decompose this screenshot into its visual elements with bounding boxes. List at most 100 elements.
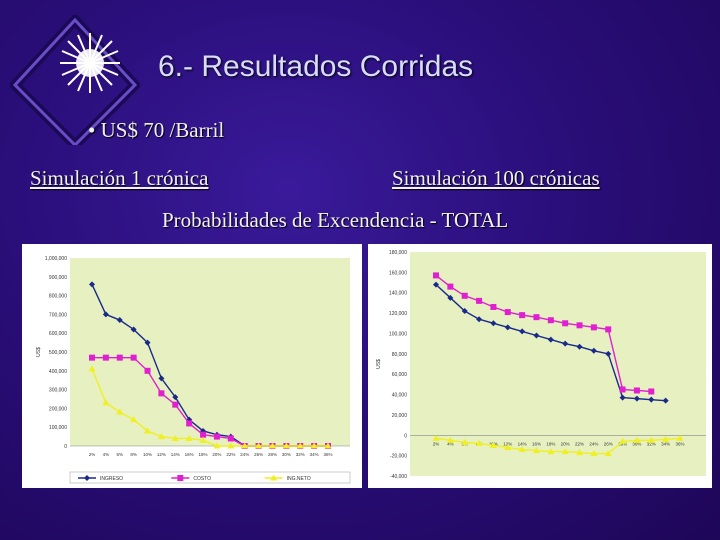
chart-1-legend-label: ING.NETO — [287, 476, 311, 482]
chart-2-data-point — [446, 436, 454, 443]
chart-1-data-point — [296, 442, 304, 449]
chart-1-data-point — [241, 442, 249, 449]
chart-1-data-point — [186, 420, 193, 427]
chart-1-legend-marker — [177, 475, 184, 481]
chart-1-data-point — [200, 427, 207, 434]
subtitle-simulation-1: Simulación 1 crónica — [30, 166, 209, 190]
chart-1-xtick-label: 24% — [240, 452, 249, 457]
chart-1-ytick-label: 300,000 — [49, 388, 67, 394]
chart-2-xtick-label: 18% — [546, 441, 555, 446]
chart-1-data-point — [130, 354, 137, 361]
bullet-price: • US$ 70 /Barril — [88, 118, 225, 142]
chart-1-data-point — [213, 442, 221, 449]
chart-2-ytick-label: 160,000 — [389, 270, 407, 276]
chart-2-data-point — [561, 448, 569, 455]
chart-1-data-point — [89, 281, 95, 288]
chart-2-data-point — [648, 388, 655, 395]
chart-2-data-point — [504, 443, 512, 450]
chart-1-data-point — [102, 399, 110, 406]
chart-1-series-line-ingneto — [91, 368, 328, 447]
slide-title: 6.- Resultados Corridas — [158, 50, 474, 83]
chart-1-xtick-label: 22% — [226, 452, 235, 457]
chart-1-data-point — [324, 442, 332, 449]
chart-2-data-point — [490, 320, 497, 327]
chart-1-ytick-label: 400,000 — [49, 369, 67, 375]
chart-1-xtick-label: 28% — [268, 452, 277, 457]
chart-2-data-point — [562, 340, 569, 347]
chart-2-data-point — [461, 438, 469, 445]
chart-2-data-point — [604, 450, 612, 457]
chart-2-data-point — [533, 332, 540, 339]
chart-1-ytick-label: 500,000 — [49, 350, 67, 356]
chart-2-data-point — [432, 434, 440, 441]
chart-2-xtick-label: 16% — [532, 441, 541, 446]
chart-2-data-point — [547, 448, 555, 455]
chart-simulation-100: 180,000 160,000 140,000 120,000 100,000 80,00… — [368, 244, 712, 488]
chart-1-data-point — [157, 433, 165, 440]
chart-1-xtick-label: 4% — [103, 452, 110, 457]
chart-2-data-point — [504, 324, 511, 331]
chart-1-data-point — [116, 317, 123, 324]
chart-1-data-point — [213, 433, 220, 440]
chart-1-legend-marker — [84, 475, 90, 481]
chart-1-data-point — [116, 354, 123, 361]
chart-2-data-point — [518, 446, 526, 453]
chart-2-data-point — [619, 437, 627, 444]
chart-2-data-point — [647, 436, 655, 443]
chart-2-data-point — [447, 294, 454, 301]
chart-2-ytick-label: 40,000 — [392, 393, 408, 399]
chart-1-ytick-label: 800,000 — [49, 294, 67, 300]
chart-1-ytick-label: 600,000 — [49, 331, 67, 337]
chart-2-data-point — [662, 397, 669, 404]
chart-2-data-point — [576, 322, 583, 329]
chart-2-ytick-label: 0 — [404, 433, 407, 439]
chart-1-xtick-label: 26% — [254, 452, 263, 457]
chart-2-data-point — [562, 320, 569, 327]
chart-1-data-point — [227, 435, 234, 442]
chart-2-data-point — [605, 350, 612, 357]
chart-1-data-point — [144, 427, 152, 434]
chart-1-xtick-label: 36% — [323, 452, 332, 457]
chart-2-xtick-label: 26% — [604, 441, 613, 446]
chart-1-data-point — [130, 326, 137, 333]
chart-2-data-point — [489, 441, 497, 448]
chart-2-data-point — [547, 317, 554, 324]
chart-2-xtick-label: 4% — [447, 441, 454, 446]
chart-2-xtick-label: 32% — [647, 441, 656, 446]
chart-1-legend-label: INGRESO — [100, 476, 123, 482]
chart-2-data-point — [633, 395, 640, 402]
chart-2-xtick-label: 34% — [661, 441, 670, 446]
chart-1-ytick-label: 200,000 — [49, 406, 67, 412]
chart-1-xtick-label: 32% — [296, 452, 305, 457]
caption-exceedance: Probabilidades de Excendencia - TOTAL — [162, 208, 509, 232]
chart-1-ytick-label: 100,000 — [49, 425, 67, 431]
chart-1-data-point — [282, 442, 290, 449]
chart-2-ytick-label: 80,000 — [392, 352, 408, 358]
chart-1-xtick-label: 20% — [212, 452, 221, 457]
chart-1-data-point — [102, 311, 109, 318]
chart-1-data-point — [185, 434, 193, 441]
chart-1-legend-marker — [270, 474, 278, 481]
subtitle-simulation-100: Simulación 100 crónicas — [392, 166, 600, 190]
chart-2-data-point — [433, 272, 439, 279]
chart-1-data-point — [158, 375, 165, 382]
chart-2-data-point — [662, 435, 670, 442]
chart-2-xtick-label: 12% — [503, 441, 512, 446]
chart-2-xtick-label: 30% — [632, 441, 641, 446]
chart-2-xtick-label: 24% — [589, 441, 598, 446]
chart-1-data-point — [172, 401, 179, 408]
chart-2-xtick-label: 14% — [518, 441, 527, 446]
chart-2-ytick-label: -20,000 — [390, 454, 407, 460]
chart-1-data-point — [158, 390, 165, 397]
chart-2-xtick-label: 20% — [561, 441, 570, 446]
chart-2-data-point — [475, 439, 483, 446]
chart-1-data-point — [116, 408, 124, 415]
chart-2-data-point — [619, 394, 626, 401]
chart-2-ytick-label: 100,000 — [389, 331, 407, 337]
chart-1-ytick-label: 900,000 — [49, 275, 67, 281]
chart-1-plot-area — [70, 258, 350, 446]
chart-2-xtick-label: 36% — [675, 441, 684, 446]
chart-2-data-point — [447, 283, 454, 290]
chart-1-xtick-label: 10% — [143, 452, 152, 457]
chart-2-series-line-ingneto — [435, 437, 681, 455]
